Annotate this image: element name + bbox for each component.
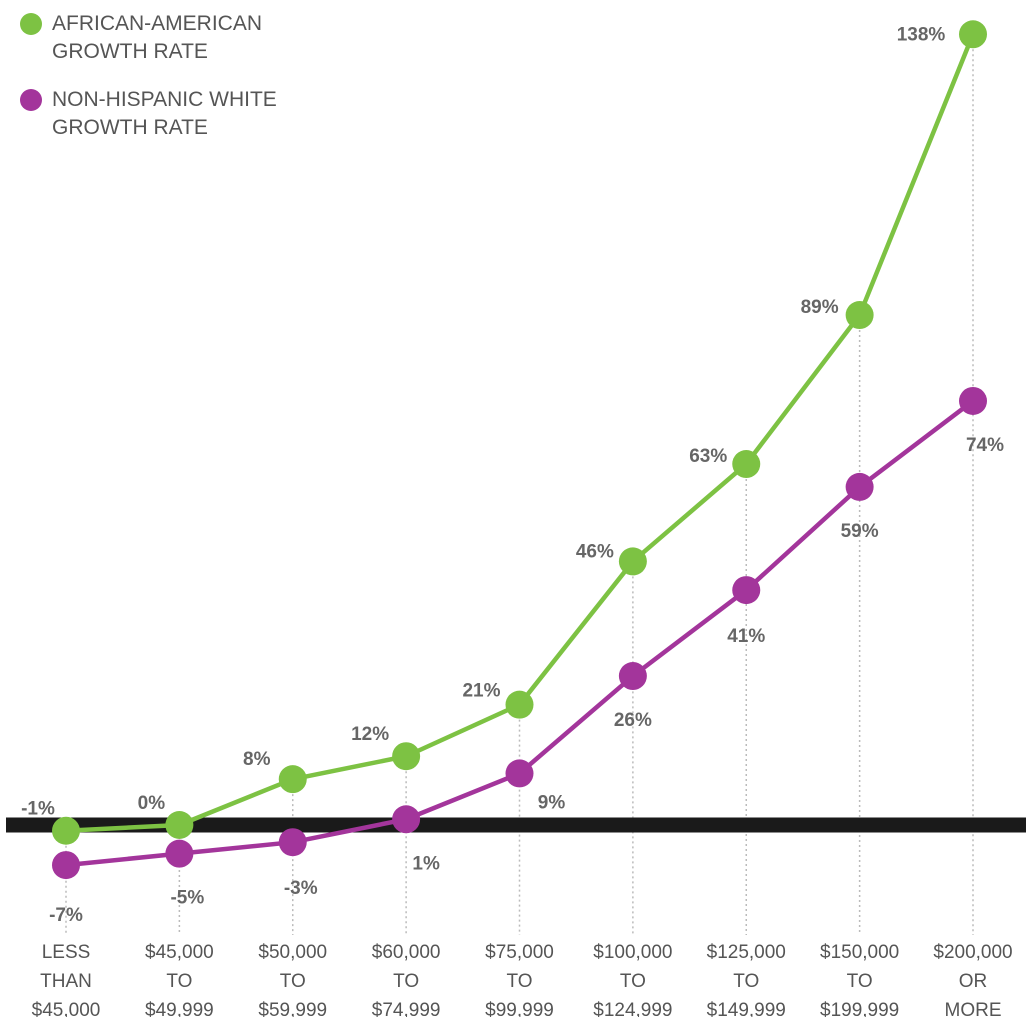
point-african-american — [732, 450, 761, 479]
value-label-african-american: 46% — [576, 541, 614, 562]
value-label-non-hispanic-white: -5% — [170, 888, 204, 909]
value-label-african-american: 89% — [801, 297, 839, 318]
x-tick-label: MORE — [945, 1000, 1002, 1017]
value-label-african-american: 138% — [897, 24, 946, 45]
x-tick-label: $49,999 — [145, 1000, 214, 1017]
point-non-hispanic-white — [845, 472, 874, 501]
value-labels: -1% 0% 8% 12% 21% 46% 63% 89% 138% -7% -5% -3% 1% 9% 2… — [21, 24, 1004, 926]
point-non-hispanic-white — [505, 759, 534, 788]
legend-marker-non-hispanic-white — [20, 89, 42, 111]
value-label-non-hispanic-white: 9% — [538, 792, 566, 813]
x-tick-label: $149,999 — [707, 1000, 786, 1017]
point-african-american — [392, 742, 421, 771]
x-tick-label: $59,999 — [258, 1000, 327, 1017]
point-african-american — [505, 690, 534, 719]
x-tick-label: $75,000 — [485, 942, 554, 963]
x-tick-label: TO — [847, 971, 873, 992]
value-label-african-american: 63% — [689, 446, 727, 467]
point-african-american — [278, 765, 307, 794]
x-tick-label: TO — [506, 971, 532, 992]
x-tick-label: TO — [166, 971, 192, 992]
value-label-non-hispanic-white: 1% — [412, 853, 440, 874]
legend-item-african-american: AFRICAN-AMERICAN GROWTH RATE — [20, 10, 352, 66]
value-label-african-american: 21% — [462, 681, 500, 702]
x-tick-label: TO — [620, 971, 646, 992]
point-african-american — [959, 20, 987, 49]
legend: AFRICAN-AMERICAN GROWTH RATE NON-HISPANI… — [20, 10, 352, 162]
x-tick-label: $50,000 — [258, 942, 327, 963]
legend-item-non-hispanic-white: NON-HISPANIC WHITE GROWTH RATE — [20, 86, 352, 142]
value-label-african-american: 8% — [243, 749, 271, 770]
value-label-non-hispanic-white: 26% — [614, 710, 652, 731]
x-tick-label: THAN — [40, 971, 92, 992]
point-non-hispanic-white — [52, 851, 80, 880]
x-tick-label: $45,000 — [32, 1000, 101, 1017]
x-tick-label: LESS — [42, 942, 91, 963]
x-tick-label: TO — [280, 971, 306, 992]
point-non-hispanic-white — [278, 828, 307, 857]
x-tick-label: $150,000 — [820, 942, 899, 963]
x-tick-label: $60,000 — [372, 942, 441, 963]
value-label-non-hispanic-white: -3% — [284, 878, 318, 899]
x-tick-label: $200,000 — [933, 942, 1012, 963]
value-label-african-american: 12% — [351, 724, 389, 745]
point-non-hispanic-white — [165, 839, 194, 868]
x-tick-label: $125,000 — [707, 942, 786, 963]
point-non-hispanic-white — [392, 805, 421, 834]
point-african-american — [52, 816, 80, 845]
legend-label-african-american: AFRICAN-AMERICAN GROWTH RATE — [52, 12, 263, 63]
point-african-american — [165, 811, 194, 839]
x-tick-label: $74,999 — [372, 1000, 441, 1017]
x-tick-label: $99,999 — [485, 1000, 554, 1017]
x-tick-label: TO — [393, 971, 419, 992]
x-tick-label: $45,000 — [145, 942, 214, 963]
value-label-non-hispanic-white: 59% — [841, 521, 879, 542]
x-axis-tick-labels: LESS THAN $45,000 $45,000 TO $49,999 $50,000 TO… — [32, 942, 1013, 1017]
legend-label-non-hispanic-white: NON-HISPANIC WHITE GROWTH RATE — [52, 88, 277, 139]
point-african-american — [618, 547, 647, 576]
x-tick-label: $199,999 — [820, 1000, 899, 1017]
vertical-guides — [65, 34, 974, 935]
value-label-non-hispanic-white: 41% — [727, 626, 765, 647]
value-label-african-american: -1% — [21, 799, 55, 820]
series-points — [52, 20, 987, 880]
x-tick-label: $100,000 — [593, 942, 672, 963]
value-label-african-american: 0% — [138, 793, 166, 814]
x-tick-label: $124,999 — [593, 1000, 672, 1017]
legend-marker-african-american — [20, 13, 42, 35]
value-label-non-hispanic-white: -7% — [49, 905, 83, 926]
point-non-hispanic-white — [618, 662, 647, 691]
point-african-american — [845, 301, 874, 330]
x-tick-label: TO — [733, 971, 759, 992]
value-label-non-hispanic-white: 74% — [966, 435, 1004, 456]
point-non-hispanic-white — [732, 576, 761, 605]
x-tick-label: OR — [959, 971, 988, 992]
point-non-hispanic-white — [959, 386, 987, 415]
